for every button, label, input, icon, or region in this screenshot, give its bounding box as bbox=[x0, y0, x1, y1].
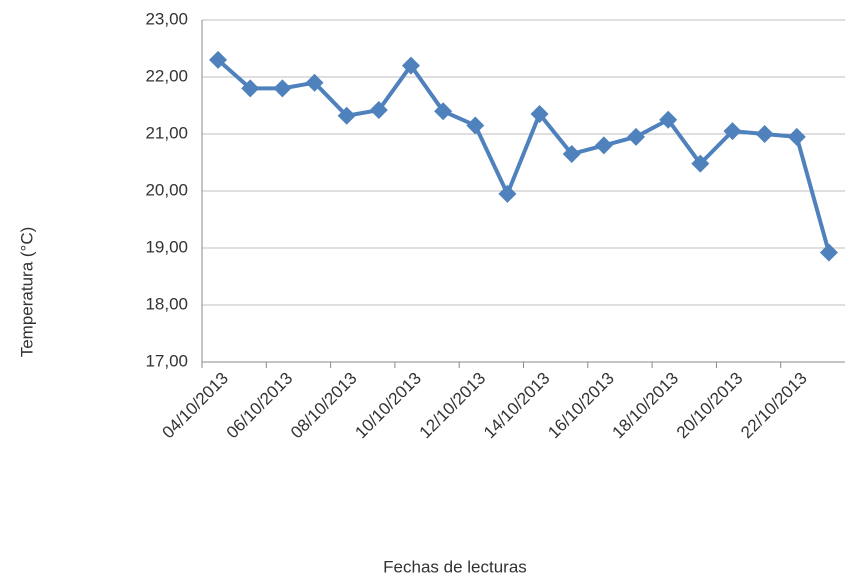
y-axis-title: Temperatura (°C) bbox=[17, 227, 36, 358]
data-point bbox=[627, 127, 646, 146]
x-tick-label: 22/10/2013 bbox=[737, 369, 811, 443]
data-point bbox=[401, 56, 420, 75]
x-tick-label: 12/10/2013 bbox=[416, 369, 490, 443]
y-tick-label: 20,00 bbox=[145, 180, 188, 199]
data-point bbox=[273, 79, 292, 98]
x-tick-label: 04/10/2013 bbox=[158, 369, 232, 443]
data-point bbox=[723, 122, 742, 141]
data-point bbox=[594, 136, 613, 155]
y-tick-label: 22,00 bbox=[145, 66, 188, 85]
x-tick-label: 14/10/2013 bbox=[480, 369, 554, 443]
x-tick-label: 16/10/2013 bbox=[544, 369, 618, 443]
data-point bbox=[691, 154, 710, 173]
data-point bbox=[819, 243, 838, 262]
series-line bbox=[216, 58, 831, 254]
x-tick-label: 18/10/2013 bbox=[609, 369, 683, 443]
data-point bbox=[434, 102, 453, 121]
data-point bbox=[562, 144, 581, 163]
data-point bbox=[241, 79, 260, 98]
y-tick-label: 23,00 bbox=[145, 9, 188, 28]
data-point bbox=[787, 127, 806, 146]
data-point bbox=[498, 184, 517, 203]
y-tick-label: 21,00 bbox=[145, 123, 188, 142]
data-point bbox=[659, 110, 678, 129]
y-tick-label: 17,00 bbox=[145, 351, 188, 370]
x-tick-label: 20/10/2013 bbox=[673, 369, 747, 443]
data-point bbox=[755, 125, 774, 143]
x-tick-label: 08/10/2013 bbox=[287, 369, 361, 443]
data-point bbox=[530, 105, 549, 124]
data-point bbox=[369, 101, 388, 120]
data-point bbox=[466, 116, 485, 135]
x-axis-title: Fechas de lecturas bbox=[383, 557, 527, 576]
data-point bbox=[337, 106, 356, 125]
y-tick-label: 18,00 bbox=[145, 294, 188, 313]
data-point bbox=[209, 50, 228, 69]
data-point bbox=[305, 73, 324, 92]
x-tick-label: 10/10/2013 bbox=[351, 369, 425, 443]
x-tick-label: 06/10/2013 bbox=[223, 369, 297, 443]
y-tick-label: 19,00 bbox=[145, 237, 188, 256]
